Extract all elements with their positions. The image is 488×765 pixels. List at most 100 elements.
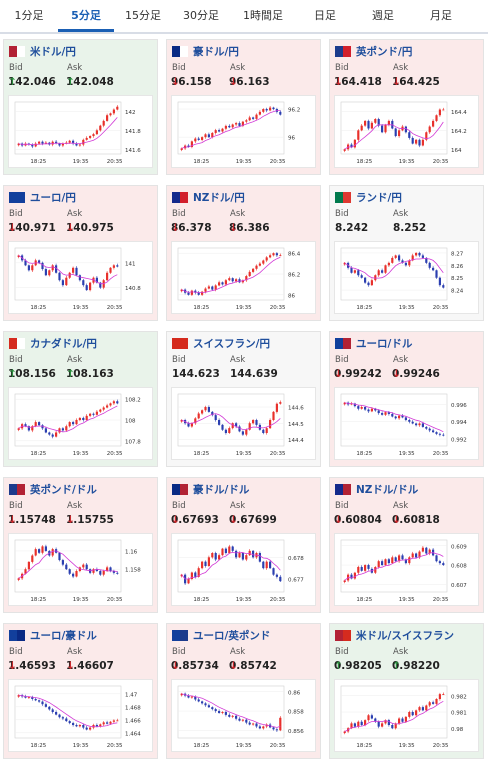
candle (228, 125, 231, 128)
flag-icon (335, 483, 351, 495)
pair-name-link[interactable]: ランド/円 (356, 191, 402, 204)
pair-name-link[interactable]: ユーロ/英ポンド (193, 629, 271, 642)
tab-daily[interactable]: 日足 (314, 9, 336, 22)
mini-chart[interactable]: 86.4 86.2 86 18:25 19:35 20:35 (171, 241, 316, 314)
mini-chart[interactable]: 1.47 1.468 1.466 1.464 18:25 19:35 20:35 (8, 679, 153, 752)
pair-name-link[interactable]: ユーロ/豪ドル (30, 629, 97, 642)
pair-name-link[interactable]: 豪ドル/円 (193, 45, 239, 58)
moving-average-line (344, 121, 444, 150)
candle (65, 277, 68, 286)
currency-card[interactable]: カナダドル/円 Bid Ask ↑ 108.156 ↑ 108.163 108.2 108 107… (3, 331, 158, 467)
mini-chart[interactable]: 164.4 164.2 164 18:25 19:35 20:35 (334, 95, 479, 168)
moving-average-line (344, 258, 444, 279)
tab-5min[interactable]: 5分足 (58, 0, 114, 32)
x-tick-label: 20:35 (107, 159, 123, 165)
pair-name-link[interactable]: 英ポンド/円 (356, 45, 413, 58)
candle (34, 699, 37, 701)
mini-chart[interactable]: 0.609 0.608 0.607 18:25 19:35 20:35 (334, 533, 479, 606)
pair-name-link[interactable]: NZドル/円 (193, 191, 245, 204)
candle (197, 138, 200, 140)
tab-monthly[interactable]: 月足 (430, 9, 452, 22)
candle (48, 706, 51, 710)
x-tick-label: 19:35 (236, 305, 252, 311)
currency-card[interactable]: 米ドル/円 Bid Ask ↑ 142.046 ↑ 142.048 142 141.8 141.6… (3, 39, 158, 175)
currency-card[interactable]: スイスフラン/円 Bid Ask 144.623 144.639 144.6 144.5 14… (166, 331, 321, 467)
candle (245, 555, 248, 560)
tab-weekly[interactable]: 週足 (372, 9, 394, 22)
tab-15min[interactable]: 15分足 (125, 9, 161, 22)
currency-card[interactable]: 英ポンド/ドル Bid Ask ↓ 1.15748 ↓ 1.15755 1.16 1.158 18… (3, 477, 158, 613)
candle (75, 571, 78, 577)
candle (24, 424, 27, 427)
moving-average-line (181, 256, 281, 293)
currency-card[interactable]: ユーロ/豪ドル Bid Ask ↓ 1.46593 ↓ 1.46607 1.47 1.468 1.… (3, 623, 158, 759)
tab-1hour[interactable]: 1時間足 (243, 9, 283, 22)
tab-30min[interactable]: 30分足 (183, 9, 219, 22)
currency-card[interactable]: NZドル/ドル Bid Ask ↓ 0.60804 ↓ 0.60818 0.609 0.608 0… (329, 477, 484, 613)
y-tick-label: 86.2 (288, 273, 300, 279)
flag-icon (9, 191, 25, 203)
bid-label: Bid (172, 63, 186, 73)
candle (58, 428, 61, 433)
candle (44, 269, 47, 276)
mini-chart[interactable]: 8.27 8.26 8.25 8.24 18:25 19:35 20:35 (334, 241, 479, 314)
currency-card[interactable]: 米ドル/スイスフラン Bid Ask ↑ 0.98205 ↑ 0.98220 0.982 0.9… (329, 623, 484, 759)
candle (17, 428, 20, 430)
y-tick-label: 0.858 (288, 710, 304, 716)
pair-name-link[interactable]: 米ドル/スイスフラン (356, 629, 455, 642)
x-tick-label: 20:35 (107, 451, 123, 457)
candle (252, 723, 255, 725)
currency-card[interactable]: NZドル/円 Bid Ask ↓ 86.378 ↓ 86.386 86.4 86.2 86 18:2… (166, 185, 321, 321)
candle (353, 723, 356, 727)
candle (211, 707, 214, 710)
mini-chart[interactable]: 108.2 108 107.8 18:25 19:35 20:35 (8, 387, 153, 460)
candle (357, 566, 360, 573)
currency-card[interactable]: ユーロ/ドル Bid Ask ↓ 0.99242 ↓ 0.99246 0.996 0.994 0.… (329, 331, 484, 467)
currency-card[interactable]: 英ポンド/円 Bid Ask ↓ 164.418 ↓ 164.425 164.4 164.2 16… (329, 39, 484, 175)
y-tick-label: 0.609 (451, 544, 467, 550)
candle (269, 107, 272, 111)
tab-1min[interactable]: 1分足 (14, 9, 44, 22)
pair-name-link[interactable]: カナダドル/円 (30, 337, 97, 350)
currency-card[interactable]: ユーロ/円 Bid Ask ↓ 140.971 ↓ 140.975 141 140.8 18:25… (3, 185, 158, 321)
bid-label: Bid (172, 355, 186, 365)
candle (381, 413, 384, 415)
mini-chart[interactable]: 0.982 0.981 0.98 18:25 19:35 20:35 (334, 679, 479, 752)
pair-name-link[interactable]: スイスフラン/円 (193, 337, 271, 350)
flag-icon (335, 337, 351, 349)
pair-name-link[interactable]: ユーロ/円 (30, 191, 76, 204)
mini-chart[interactable]: 1.16 1.158 18:25 19:35 20:35 (8, 533, 153, 606)
currency-card[interactable]: 豪ドル/円 Bid Ask ↓ 96.158 ↓ 96.163 96.2 96 18:25 19:3… (166, 39, 321, 175)
candlestick-chart: 0.609 0.608 0.607 18:25 19:35 20:35 (340, 539, 467, 603)
candle (364, 720, 367, 725)
pair-name-link[interactable]: 英ポンド/ドル (30, 483, 97, 496)
pair-name-link[interactable]: ユーロ/ドル (356, 337, 413, 350)
mini-chart[interactable]: 96.2 96 18:25 19:35 20:35 (171, 95, 316, 168)
mini-chart[interactable]: 0.996 0.994 0.992 18:25 19:35 20:35 (334, 387, 479, 460)
candle (89, 413, 92, 416)
mini-chart[interactable]: 141 140.8 18:25 19:35 20:35 (8, 241, 153, 314)
ask-label: Ask (393, 647, 409, 657)
x-tick-label: 20:35 (270, 159, 286, 165)
candle (258, 263, 261, 266)
currency-card[interactable]: 豪ドル/ドル Bid Ask ↓ 0.67693 ↓ 0.67699 0.678 0.677 18… (166, 477, 321, 613)
candle (116, 401, 119, 404)
bid-value: 144.623 (172, 368, 220, 380)
candle (370, 408, 373, 412)
currency-card[interactable]: ランド/円 Bid Ask 8.242 8.252 8.27 8.26 8.25 8.24 18:… (329, 185, 484, 321)
flag-icon (172, 629, 188, 641)
ask-value: ↓ 0.85742 (229, 660, 277, 672)
candle (374, 408, 377, 411)
candle (438, 694, 441, 699)
mini-chart[interactable]: 0.678 0.677 18:25 19:35 20:35 (171, 533, 316, 606)
down-arrow-icon: ↓ (392, 76, 401, 88)
currency-card[interactable]: ユーロ/英ポンド Bid Ask ↓ 0.85734 ↓ 0.85742 0.86 0.858 0… (166, 623, 321, 759)
mini-chart[interactable]: 0.86 0.858 0.856 18:25 19:35 20:35 (171, 679, 316, 752)
pair-name-link[interactable]: 米ドル/円 (30, 45, 76, 58)
mini-chart[interactable]: 144.6 144.5 144.4 18:25 19:35 20:35 (171, 387, 316, 460)
pair-name-link[interactable]: 豪ドル/ドル (193, 483, 250, 496)
pair-name-link[interactable]: NZドル/ドル (356, 483, 419, 496)
card-header: ユーロ/豪ドル (9, 628, 97, 642)
candlestick-chart: 0.996 0.994 0.992 18:25 19:35 20:35 (340, 393, 467, 457)
mini-chart[interactable]: 142 141.8 141.6 18:25 19:35 20:35 (8, 95, 153, 168)
